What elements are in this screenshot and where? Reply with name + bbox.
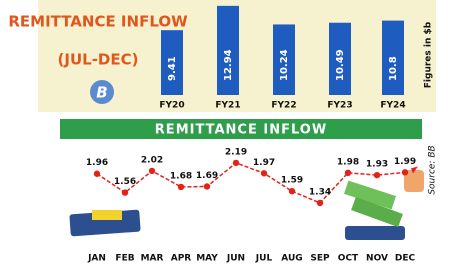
value-label: 1.56	[114, 177, 136, 187]
x-tick-label: FY21	[215, 101, 240, 111]
bar	[161, 30, 183, 96]
point	[148, 167, 156, 175]
point	[260, 170, 268, 177]
logo-letter: B	[96, 84, 107, 102]
value-label: 1.93	[366, 160, 388, 170]
value-label: 1.59	[281, 176, 303, 186]
value-label: 1.69	[196, 171, 218, 181]
bar-title: REMITTANCE INFLOW	[8, 13, 188, 31]
x-tick-label: APR	[171, 254, 192, 264]
value-label: 1.96	[86, 158, 108, 168]
value-label: 1.34	[309, 187, 331, 197]
line-title: REMITTANCE INFLOW	[155, 123, 327, 138]
point	[232, 159, 240, 167]
x-tick-label: JAN	[87, 254, 106, 264]
line	[96, 162, 406, 204]
value-label: 2.19	[225, 147, 247, 157]
logo	[90, 80, 114, 104]
point	[344, 169, 352, 176]
value-label: 10.49	[335, 49, 346, 81]
point	[373, 171, 381, 179]
money	[351, 196, 403, 228]
value-label: 1.68	[170, 171, 192, 181]
y-axis-label: Figures in $b	[424, 21, 434, 88]
value-label: 1.97	[253, 158, 275, 168]
point	[203, 183, 211, 190]
x-tick-label: JUN	[226, 254, 245, 264]
x-tick-label: FY20	[159, 101, 184, 111]
value-label: 9.41	[167, 56, 178, 81]
value-label: 10.8	[388, 56, 399, 81]
phone-left	[69, 209, 141, 237]
value-label: 1.98	[337, 157, 359, 167]
value-label: 12.94	[223, 49, 234, 81]
x-tick-label: SEP	[310, 254, 330, 264]
point	[177, 183, 185, 191]
x-tick-label: DEC	[395, 254, 416, 264]
money	[344, 180, 396, 210]
x-tick-label: NOV	[366, 254, 388, 264]
point	[316, 199, 324, 207]
bar	[273, 24, 295, 95]
x-tick-label: MAY	[196, 254, 218, 264]
banner	[60, 119, 422, 139]
point	[288, 187, 296, 195]
x-tick-label: JUL	[255, 254, 273, 264]
x-tick-label: OCT	[338, 254, 359, 264]
bar-subtitle: (JUL-DEC)	[58, 51, 139, 69]
x-tick-label: FEB	[115, 254, 134, 264]
value-label: 10.24	[279, 49, 290, 81]
x-tick-label: FY23	[327, 101, 352, 111]
thumb	[404, 170, 424, 192]
source: Source: BB	[428, 145, 438, 194]
point	[93, 170, 101, 177]
bar	[382, 20, 404, 96]
phone-right	[345, 226, 405, 240]
point	[401, 169, 409, 176]
x-tick-label: AUG	[281, 254, 302, 264]
x-tick-label: FY22	[271, 101, 296, 111]
bar	[217, 5, 239, 95]
value-label: 2.02	[141, 155, 163, 165]
value-label: 1.99	[394, 157, 416, 167]
arrow-head	[411, 166, 418, 174]
decoration	[69, 170, 424, 240]
point	[121, 189, 129, 196]
card	[92, 210, 122, 220]
x-tick-label: FY24	[380, 101, 405, 111]
bar	[329, 22, 351, 95]
x-tick-label: MAR	[141, 254, 164, 264]
